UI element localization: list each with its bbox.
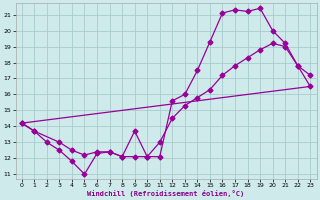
X-axis label: Windchill (Refroidissement éolien,°C): Windchill (Refroidissement éolien,°C) [87,190,245,197]
